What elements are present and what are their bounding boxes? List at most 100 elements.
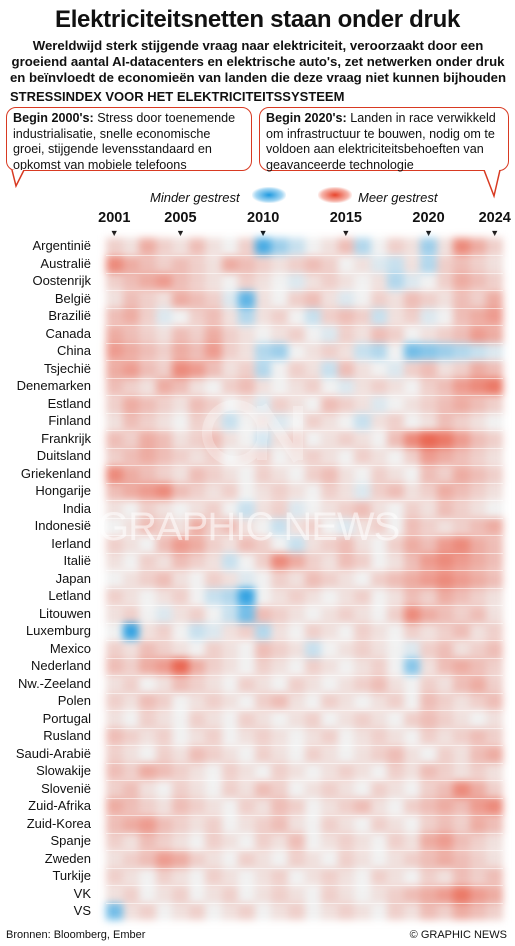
heatmap-cell <box>221 833 239 850</box>
heatmap-cell <box>254 238 272 255</box>
heatmap-cell <box>271 798 289 815</box>
heatmap-cell <box>188 640 206 658</box>
heatmap-cell <box>469 868 487 885</box>
heatmap-cell <box>221 868 239 885</box>
heatmap-cell <box>172 430 190 448</box>
heatmap-cell <box>453 675 471 693</box>
heatmap-cell <box>387 745 405 763</box>
country-label: Griekenland <box>20 465 91 481</box>
heatmap-cell <box>172 780 190 798</box>
heatmap-cell <box>337 360 355 378</box>
country-label: Polen <box>57 693 91 708</box>
heatmap-cell <box>354 255 372 273</box>
heatmap-cell <box>122 868 140 885</box>
heatmap-row <box>106 798 503 815</box>
heatmap-row <box>106 360 503 378</box>
heatmap-cell <box>387 290 405 308</box>
heatmap-cell <box>370 290 388 308</box>
heatmap-cell <box>122 903 140 920</box>
heatmap-cell <box>304 500 322 518</box>
heatmap-cell <box>403 413 421 430</box>
heatmap-cell <box>155 395 173 413</box>
heatmap-cell <box>122 693 140 710</box>
heatmap-cell <box>271 658 289 675</box>
row-separator <box>106 815 503 816</box>
heatmap-cell <box>486 640 503 658</box>
heatmap-cell <box>469 675 487 693</box>
heatmap-cell <box>321 448 339 465</box>
heatmap-cell <box>155 413 173 430</box>
heatmap-cell <box>172 728 190 745</box>
heatmap-cell <box>238 763 256 780</box>
heatmap-cell <box>155 763 173 780</box>
heatmap-cell <box>370 308 388 325</box>
heatmap-cell <box>469 395 487 413</box>
heatmap-row <box>106 255 503 273</box>
heatmap-cell <box>337 745 355 763</box>
heatmap-cell <box>205 640 223 658</box>
heatmap-cell <box>370 325 388 343</box>
heatmap-cell <box>420 763 438 780</box>
heatmap-cell <box>370 360 388 378</box>
country-label: Saudi-Arabië <box>15 745 91 761</box>
heatmap-cell <box>254 535 272 553</box>
heatmap-cell <box>387 693 405 710</box>
country-label: Portugal <box>42 710 91 726</box>
heatmap-cell <box>354 850 372 868</box>
heatmap-cell <box>403 710 421 728</box>
heatmap-cell <box>155 448 173 465</box>
heatmap-cell <box>271 885 289 903</box>
heatmap-row <box>106 745 503 763</box>
heatmap-cell <box>403 430 421 448</box>
heatmap-cell <box>436 868 454 885</box>
country-label: Oostenrijk <box>32 273 91 288</box>
heatmap-cell <box>238 710 256 728</box>
heatmap-cell <box>387 605 405 623</box>
heatmap-cell <box>188 430 206 448</box>
heatmap-cell <box>436 343 454 360</box>
heatmap-cell <box>254 868 272 885</box>
heatmap-cell <box>172 885 190 903</box>
country-label: Nw.-Zeeland <box>18 675 91 691</box>
heatmap-cell <box>122 273 140 290</box>
heatmap-cell <box>469 308 487 325</box>
heatmap-cell <box>370 798 388 815</box>
heatmap-cell <box>453 780 471 798</box>
heatmap-cell <box>469 465 487 483</box>
heatmap-cell <box>238 885 256 903</box>
heatmap-cell <box>304 815 322 833</box>
year-label: 2015 <box>329 210 362 226</box>
heatmap-cell <box>139 588 157 605</box>
heatmap-cell <box>122 675 140 693</box>
heatmap-cell <box>436 693 454 710</box>
heatmap-cell <box>486 605 503 623</box>
heatmap-cell <box>238 325 256 343</box>
heatmap-cell <box>403 448 421 465</box>
heatmap-cell <box>287 815 305 833</box>
heatmap-cell <box>387 483 405 500</box>
heatmap-cell <box>304 763 322 780</box>
heatmap-cell <box>453 308 471 325</box>
heatmap-cell <box>387 570 405 588</box>
heatmap-cell <box>304 693 322 710</box>
heatmap-row <box>106 325 503 343</box>
heatmap-cell <box>271 343 289 360</box>
heatmap-cell <box>370 623 388 640</box>
heatmap-cell <box>453 448 471 465</box>
heatmap-cell <box>370 413 388 430</box>
heatmap-cell <box>436 483 454 500</box>
heatmap-cell <box>321 518 339 535</box>
heatmap-cell <box>387 780 405 798</box>
heatmap-cell <box>436 798 454 815</box>
heatmap-cell <box>337 675 355 693</box>
heatmap-cell <box>172 815 190 833</box>
year-tick-marker: ▼ <box>424 228 434 238</box>
heatmap-cell <box>172 518 190 535</box>
country-label: Ierland <box>51 535 91 551</box>
heatmap-cell <box>172 745 190 763</box>
heatmap-cell <box>188 343 206 360</box>
heatmap-cell <box>205 833 223 850</box>
heatmap-cell <box>436 553 454 570</box>
country-label: India <box>62 500 91 516</box>
heatmap-cell <box>403 570 421 588</box>
